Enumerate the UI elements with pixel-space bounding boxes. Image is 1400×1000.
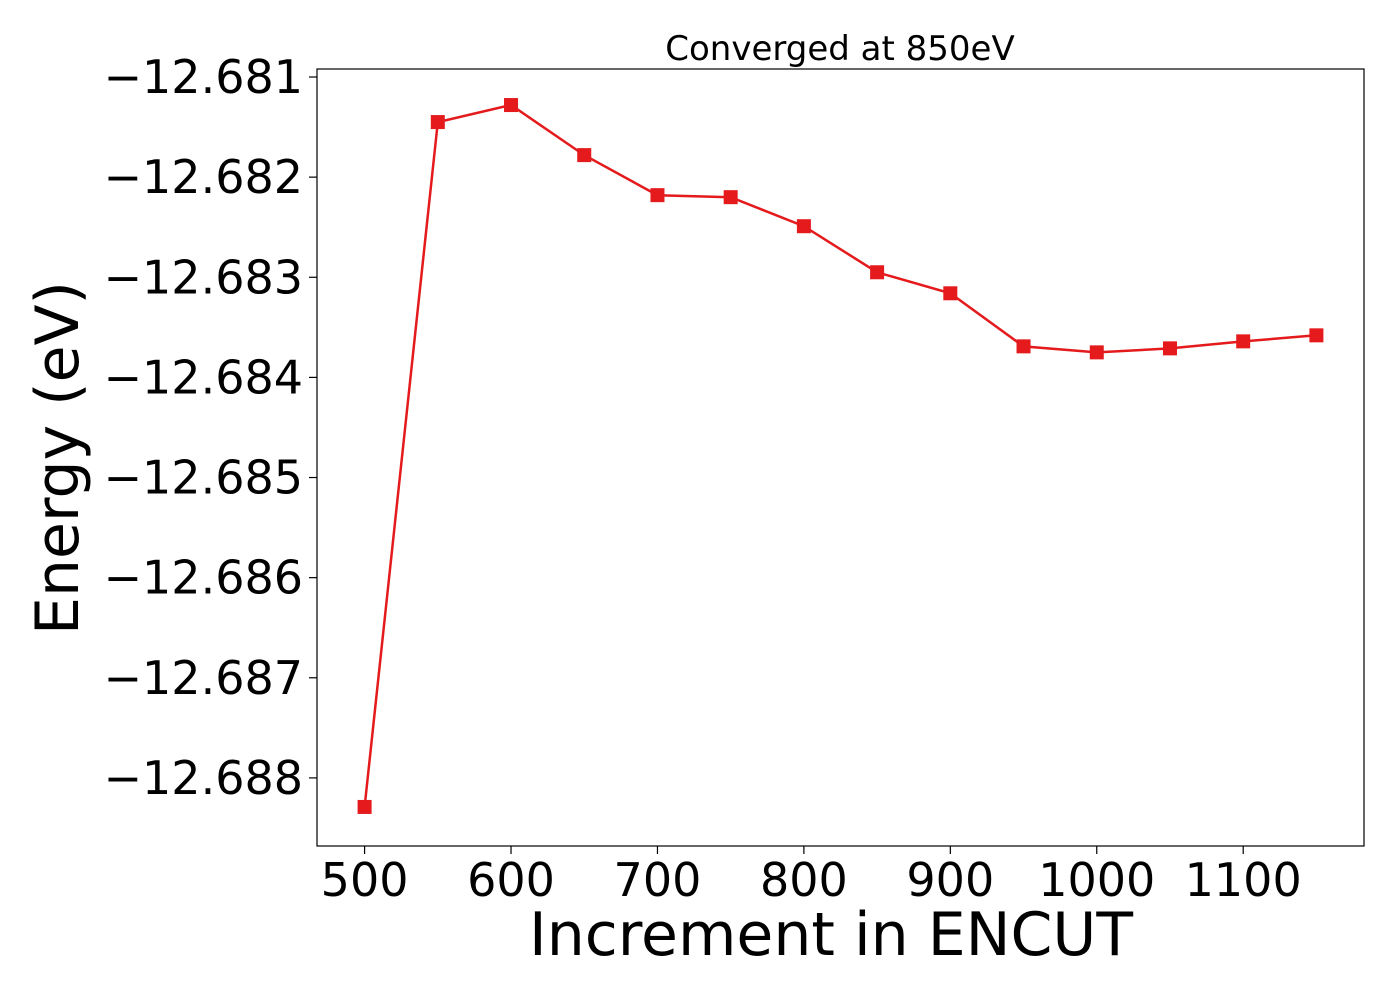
y-axis-title: Energy (eV) (23, 281, 93, 635)
x-tick-label: 800 (760, 853, 848, 907)
series-layer (357, 98, 1324, 814)
data-point (796, 219, 811, 234)
data-point (504, 98, 519, 113)
plot-area-frame (316, 68, 1365, 847)
data-point (1016, 339, 1031, 354)
x-tick-label: 1000 (1038, 853, 1155, 907)
y-axis: −12.681 −12.682 −12.683 −12.684 −12.685 −12.6… (104, 50, 317, 805)
series-line (363, 103, 1317, 808)
y-tick-label: −12.687 (104, 651, 304, 705)
x-tick-label: 600 (467, 853, 555, 907)
data-point (1162, 341, 1177, 356)
y-tick-label: −12.688 (104, 751, 304, 805)
x-tick-label: 900 (906, 853, 994, 907)
y-tick-label: −12.681 (104, 50, 304, 104)
data-point (1089, 345, 1104, 360)
y-tick-label: −12.686 (104, 551, 304, 605)
data-point (357, 799, 372, 814)
data-point (943, 286, 958, 301)
data-point (650, 188, 665, 203)
x-axis: 500 600 700 800 900 1000 1100 (321, 846, 1302, 907)
x-tick-label: 1100 (1185, 853, 1302, 907)
data-point (1236, 334, 1251, 349)
x-tick-label: 700 (614, 853, 702, 907)
y-tick-label: −12.683 (104, 250, 304, 304)
data-point (577, 148, 592, 163)
data-point (1309, 328, 1324, 343)
x-tick-label: 500 (321, 853, 409, 907)
data-point (870, 265, 885, 280)
x-axis-title: Increment in ENCUT (529, 900, 1133, 970)
data-point (430, 115, 445, 130)
chart-title: Converged at 850eV (665, 29, 1014, 69)
data-point (723, 190, 738, 205)
y-tick-label: −12.685 (104, 451, 304, 505)
y-tick-label: −12.682 (104, 150, 304, 204)
y-tick-label: −12.684 (104, 350, 304, 404)
